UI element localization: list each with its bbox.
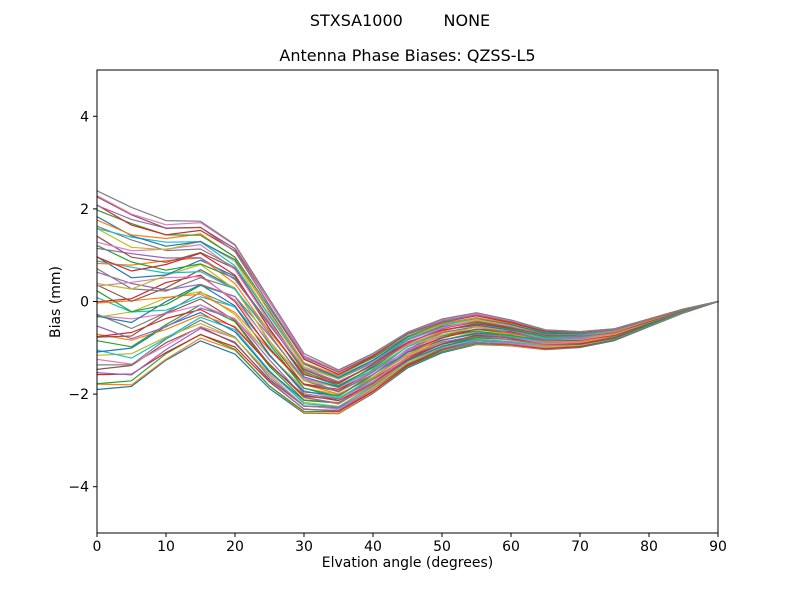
x-tick-label: 30 — [295, 539, 313, 555]
series-line — [96, 190, 719, 371]
y-tick-label: 4 — [80, 109, 89, 125]
figure-suptitle: STXSA1000 NONE — [309, 11, 491, 30]
x-tick-label: 0 — [93, 539, 102, 555]
y-tick-label: −4 — [68, 480, 89, 496]
x-tick-label: 90 — [709, 539, 727, 555]
x-axis-label: Elvation angle (degrees) — [321, 555, 494, 571]
series-line — [96, 216, 719, 379]
y-tick-label: 2 — [80, 202, 89, 218]
x-tick-label: 40 — [364, 539, 382, 555]
x-tick-label: 20 — [226, 539, 244, 555]
y-tick-label: −2 — [68, 387, 89, 403]
x-tick-label: 50 — [433, 539, 451, 555]
x-tick-label: 80 — [640, 539, 658, 555]
x-tick-label: 10 — [157, 539, 175, 555]
y-tick-label: 0 — [80, 295, 89, 311]
x-tick-label: 70 — [571, 539, 589, 555]
x-tick-label: 60 — [502, 539, 520, 555]
chart-title: Antenna Phase Biases: QZSS-L5 — [279, 46, 536, 65]
series-line — [96, 300, 719, 404]
plot-border — [96, 69, 719, 534]
